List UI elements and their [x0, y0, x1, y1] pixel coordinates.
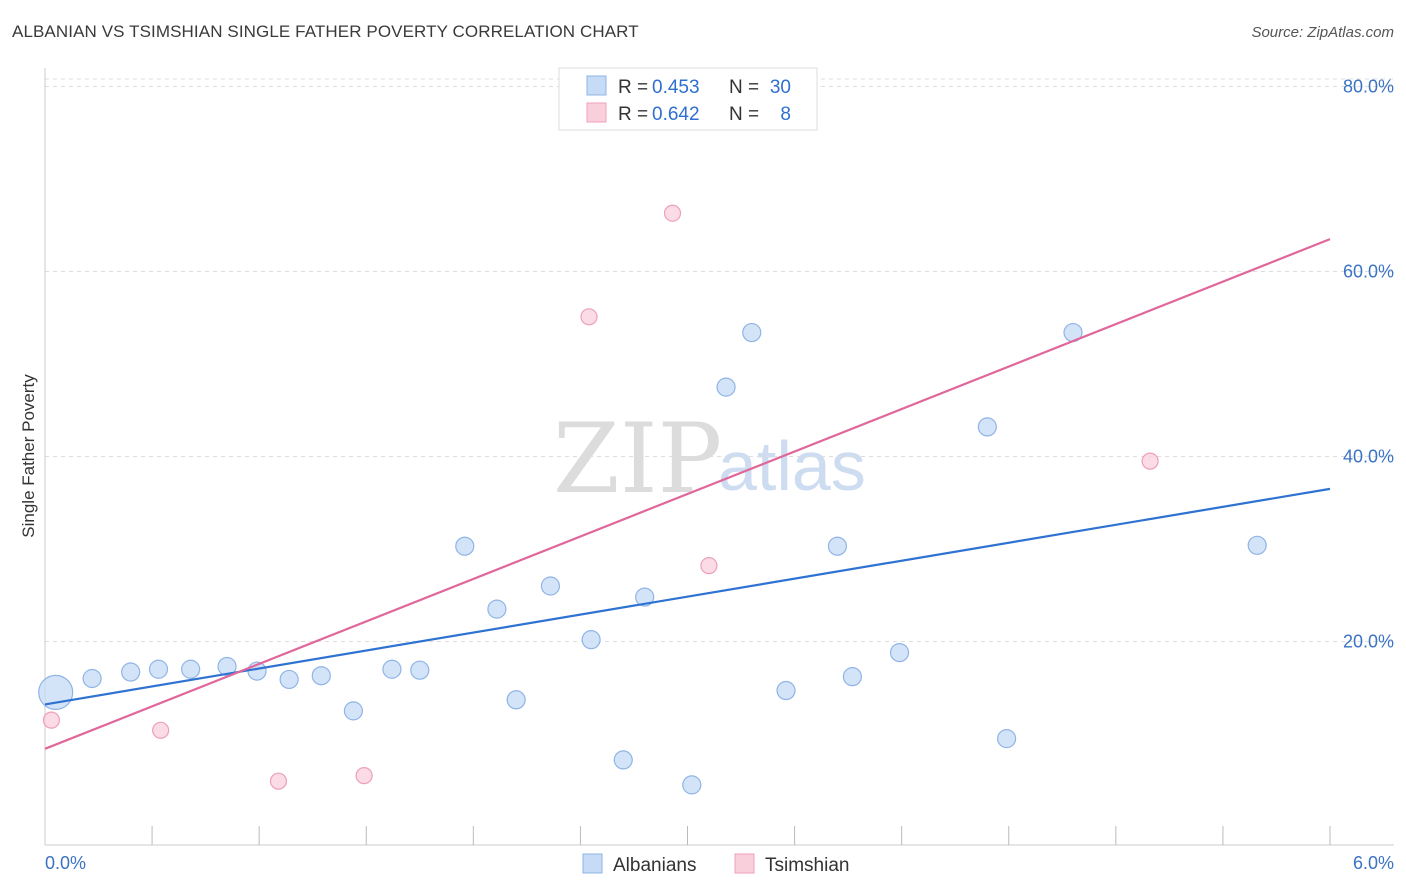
albanians-point: [889, 642, 910, 663]
albanians-point: [343, 701, 363, 721]
albanians-point: [716, 377, 736, 397]
bottom-legend-label-tsimshian: Tsimshian: [765, 855, 849, 876]
legend-r-value-tsimshian: 0.642: [652, 104, 700, 125]
legend-r-value-albanians: 0.453: [652, 77, 700, 98]
tsimshian-point: [355, 767, 373, 785]
tsimshian-point: [152, 721, 170, 739]
y-tick-label-20: 20.0%: [1343, 632, 1394, 652]
albanians-point: [977, 417, 997, 437]
tsimshian-points: [42, 204, 1159, 790]
albanians-point: [997, 729, 1017, 749]
y-tick-label-40: 40.0%: [1343, 447, 1394, 467]
legend-r-label-albanians: R =: [618, 77, 648, 98]
albanians-point: [82, 668, 102, 689]
albanians-point: [581, 630, 601, 650]
y-axis-label: Single Father Poverty: [19, 374, 38, 538]
tsimshian-point: [580, 308, 598, 326]
albanians-point: [635, 587, 655, 607]
y-tick-label-80: 80.0%: [1343, 77, 1394, 97]
albanians-point: [842, 667, 863, 687]
tsimshian-point: [1141, 452, 1159, 470]
x-tick-label-min: 0.0%: [45, 853, 86, 873]
top-legend: R = 0.453 N = 30 R = 0.642 N = 8: [558, 67, 818, 131]
albanians-points: [38, 322, 1267, 795]
legend-swatch-albanians: [586, 75, 607, 96]
albanians-point: [613, 750, 633, 770]
albanians-point: [540, 576, 561, 596]
albanians-point: [148, 659, 169, 679]
y-tick-label-60: 60.0%: [1343, 262, 1394, 282]
x-tick-label-max: 6.0%: [1353, 853, 1394, 873]
albanians-point: [742, 322, 762, 343]
albanians-point: [506, 690, 526, 710]
watermark-zip: ZIP: [553, 403, 722, 515]
albanians-point: [121, 662, 141, 682]
albanians-point: [827, 536, 848, 556]
legend-swatch-tsimshian: [586, 102, 607, 123]
albanians-trend-line: [44, 487, 1331, 706]
albanians-point: [38, 674, 74, 710]
tsimshian-trend-line: [44, 238, 1331, 750]
legend-n-value-albanians: 30: [770, 77, 791, 98]
albanians-point: [279, 669, 299, 690]
albanians-point: [455, 536, 475, 556]
albanians-point: [1247, 535, 1267, 555]
bottom-legend: Albanians Tsimshian: [582, 853, 849, 876]
x-axis-ticks: [151, 826, 1331, 845]
albanians-point: [776, 680, 796, 701]
tsimshian-point: [42, 711, 61, 729]
albanians-point: [410, 660, 430, 680]
albanians-point: [682, 775, 702, 795]
trend-lines: [44, 238, 1331, 750]
chart-title: ALBANIAN VS TSIMSHIAN SINGLE FATHER POVE…: [12, 22, 639, 41]
tsimshian-point: [700, 557, 718, 575]
albanians-point: [382, 659, 402, 679]
tsimshian-point: [663, 204, 682, 222]
source-credit: Source: ZipAtlas.com: [1251, 24, 1394, 41]
tsimshian-point: [269, 772, 288, 790]
bottom-legend-swatch-albanians: [582, 853, 603, 874]
legend-r-label-tsimshian: R =: [618, 104, 648, 125]
albanians-point: [487, 599, 507, 619]
albanians-point: [311, 666, 331, 686]
legend-n-label-tsimshian: N =: [729, 104, 759, 125]
watermark-atlas: atlas: [718, 427, 866, 505]
gridlines: [45, 78, 1394, 642]
bottom-legend-label-albanians: Albanians: [613, 855, 696, 876]
legend-n-label-albanians: N =: [729, 77, 759, 98]
y-axis-tick-labels: 20.0% 40.0% 60.0% 80.0%: [1343, 77, 1394, 652]
bottom-legend-swatch-tsimshian: [734, 853, 755, 874]
albanians-point: [181, 659, 201, 679]
legend-n-value-tsimshian: 8: [780, 104, 791, 125]
